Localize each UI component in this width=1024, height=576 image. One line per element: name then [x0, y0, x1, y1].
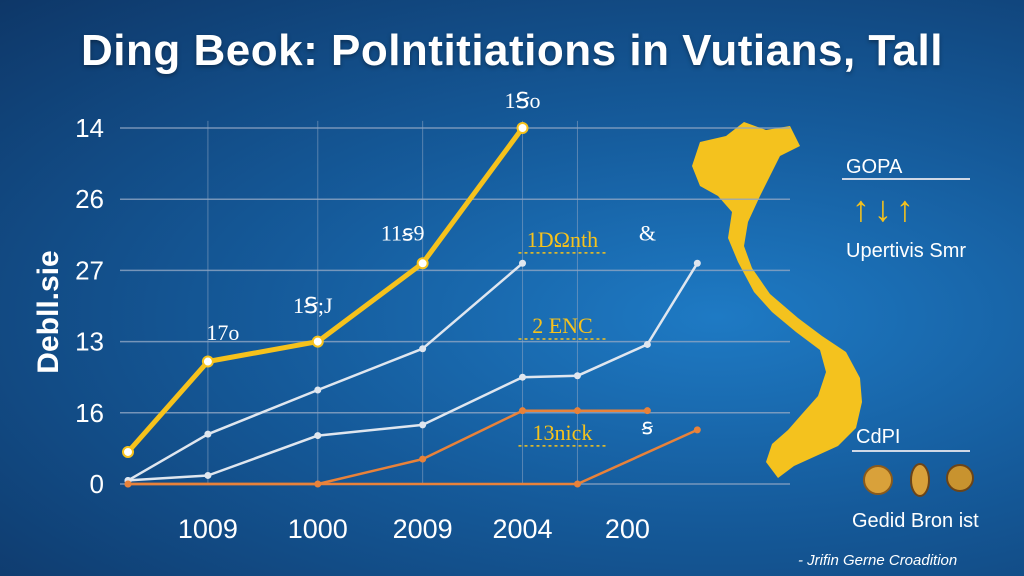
data-point	[314, 432, 322, 440]
x-tick-label: 1009	[178, 514, 238, 544]
y-tick-label: 16	[75, 398, 104, 428]
data-point	[573, 480, 581, 488]
data-point	[419, 345, 427, 353]
x-tick-label: 1000	[288, 514, 348, 544]
axis-ticks: 14 26 27 13 16 0 1009 1000 2009 2004 200	[75, 113, 650, 544]
data-label: 11ꞩ9	[381, 220, 425, 245]
x-tick-label: 2004	[492, 514, 552, 544]
data-label: &	[639, 220, 656, 245]
y-tick-label: 13	[75, 327, 104, 357]
x-tick-label: 200	[605, 514, 650, 544]
data-point	[643, 407, 651, 415]
y-tick-label: 14	[75, 113, 104, 143]
data-annotations: 1Ꞩo 11ꞩ9 1Ꞩ;J 17o 1DΩnth 2 ENC 13nick & ꞩ	[206, 88, 656, 447]
side-panel-subtitle-2: Gedid Bron ist	[852, 510, 979, 532]
x-tick-label: 2009	[393, 514, 453, 544]
data-point	[573, 407, 581, 415]
data-point	[122, 445, 134, 458]
bronze-vessel-icon	[910, 463, 930, 497]
data-point	[204, 430, 212, 438]
data-label: 13nick	[533, 420, 593, 445]
series-line	[126, 262, 699, 482]
data-point	[311, 335, 324, 348]
data-point	[693, 426, 701, 434]
data-label: 1DΩnth	[527, 227, 598, 252]
data-point	[519, 259, 527, 267]
divider	[842, 178, 970, 180]
data-point	[419, 455, 427, 463]
data-point	[573, 372, 581, 380]
chart-title: Ding Beok: Polntitiations in Vutians, Ta…	[81, 26, 943, 75]
data-label: 2 ENC	[532, 313, 593, 338]
data-label: 17o	[206, 320, 239, 345]
y-axis-label: Debll.sie	[32, 250, 65, 373]
side-panel-subtitle: Upertivis Smr	[846, 240, 967, 262]
data-label: ꞩ	[642, 414, 654, 439]
data-point	[416, 257, 429, 270]
data-point	[693, 259, 701, 267]
y-tick-label: 27	[75, 255, 104, 285]
side-panel-title: GOPA	[846, 156, 903, 178]
data-point	[519, 407, 527, 415]
series-lines	[122, 122, 701, 488]
y-tick-label: 26	[75, 184, 104, 214]
trend-arrows-icon: ↑↓↑	[852, 188, 918, 229]
coin-icon	[863, 465, 893, 495]
data-point	[519, 373, 527, 381]
data-label: 1Ꞩo	[505, 88, 541, 113]
side-panel-title-2: CdPI	[856, 426, 901, 448]
data-point	[124, 480, 132, 488]
series-line	[125, 125, 525, 455]
data-point	[204, 471, 212, 479]
ornament-icon	[946, 464, 974, 492]
data-point	[419, 421, 427, 429]
data-point	[314, 386, 322, 394]
vietnam-map-shape	[692, 122, 862, 478]
data-point	[643, 340, 651, 348]
credit-text: - Jrifin Gerne Croadition	[798, 552, 958, 569]
series-line	[126, 428, 699, 486]
data-point	[201, 355, 214, 368]
divider	[852, 450, 970, 452]
data-point	[516, 122, 529, 134]
coin-icons	[863, 463, 974, 497]
data-label: 1Ꞩ;J	[293, 293, 333, 318]
y-tick-label: 0	[90, 469, 104, 499]
